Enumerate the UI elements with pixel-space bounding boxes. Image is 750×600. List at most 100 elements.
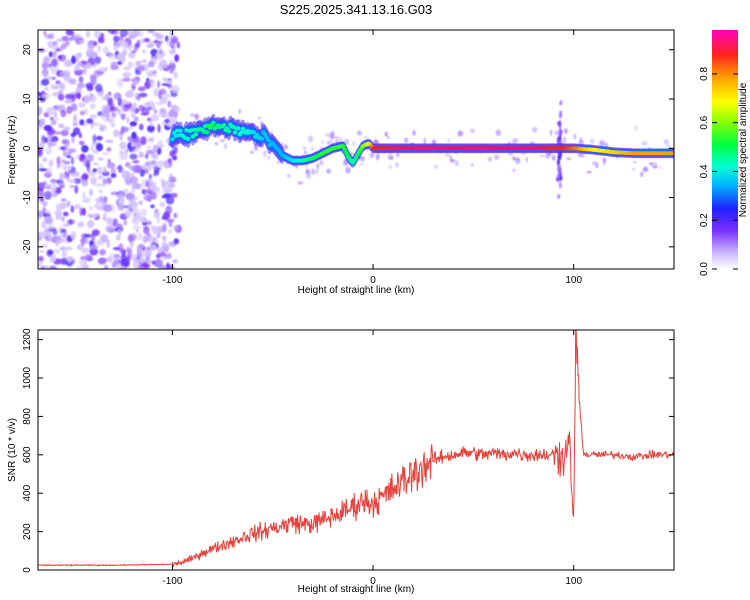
spectrogram-noise-blob	[63, 202, 67, 208]
spectrogram-noise-blob	[42, 157, 48, 162]
spectrogram-noise-blob	[121, 265, 126, 269]
spectrogram-noise-blob	[566, 157, 572, 160]
spectrogram-noise-blob	[457, 130, 464, 137]
spectrogram-noise-blob	[54, 131, 62, 135]
spectrogram-noise-blob	[599, 140, 605, 147]
spectrogram-noise-blob	[75, 92, 81, 99]
spectrogram-noise-blob	[92, 168, 98, 173]
spectrogram-noise-blob	[130, 186, 136, 196]
spectrogram-noise-blob	[90, 144, 95, 153]
spectrogram-noise-blob	[147, 125, 155, 133]
spectrogram-noise-blob	[81, 247, 90, 254]
spectrogram-noise-blob	[396, 152, 400, 158]
spectrogram-noise-blob	[96, 135, 103, 141]
spectrogram-noise-blob	[558, 167, 562, 174]
spectrogram-noise-blob	[550, 129, 552, 136]
spectrogram-noise-blob	[122, 188, 129, 193]
spectrogram-noise-blob	[85, 254, 93, 262]
spectrogram-noise-blob	[663, 139, 669, 145]
spectrogram-noise-blob	[263, 150, 267, 158]
spectrogram-ridge-core	[190, 134, 195, 139]
spectrogram-noise-blob	[138, 200, 143, 206]
spectrogram-noise-blob	[83, 108, 89, 115]
spectrogram-noise-blob	[121, 102, 125, 111]
spectrogram-noise-blob	[139, 257, 146, 264]
spectrogram-noise-blob	[157, 80, 161, 88]
spectrogram-noise-blob	[124, 209, 132, 218]
spectrogram-noise-blob	[43, 30, 47, 36]
spectrogram-noise-blob	[118, 249, 127, 254]
spectrogram-noise-blob	[39, 141, 45, 149]
spectrogram-noise-blob	[40, 197, 45, 202]
spectrogram-noise-blob	[329, 131, 335, 138]
spectrogram-noise-blob	[71, 136, 75, 144]
spectrogram-noise-blob	[106, 177, 112, 185]
spectrogram-noise-blob	[140, 208, 148, 216]
spectrogram-noise-blob	[297, 181, 304, 185]
spectrogram-noise-blob	[110, 64, 119, 71]
spectrogram-noise-blob	[98, 175, 104, 180]
spectrogram-noise-blob	[133, 116, 139, 122]
spectrogram-noise-blob	[60, 198, 67, 202]
spectrogram-noise-blob	[173, 212, 178, 219]
spectrogram-noise-blob	[55, 242, 59, 247]
spectrogram-noise-blob	[42, 206, 47, 215]
spectrogram-noise-blob	[60, 257, 69, 265]
spectrogram-noise-blob	[81, 241, 85, 247]
spectrogram-noise-blob	[61, 35, 69, 42]
spectrogram-noise-blob	[85, 160, 91, 168]
spectrogram-ridge-core	[254, 132, 260, 137]
spectrogram-noise-blob	[139, 38, 146, 44]
spectrogram-frame	[37, 29, 675, 270]
spectrogram-noise-blob	[136, 39, 141, 45]
spectrogram-noise-blob	[161, 235, 167, 240]
spectrogram-noise-blob	[162, 222, 167, 232]
spectrogram-noise-blob	[147, 235, 155, 244]
spectrogram-noise-blob	[109, 105, 115, 112]
spectrogram-noise-blob	[152, 173, 157, 177]
spectrogram-noise-blob	[117, 228, 122, 235]
snr-x-label: Height of straight line (km)	[298, 584, 415, 595]
spectrogram-noise-blob	[97, 36, 105, 44]
snr-y-axis: 0 200 400 600 800 1000 1200	[22, 328, 674, 573]
spectrogram-noise-blob	[145, 149, 155, 155]
spectrogram-noise-blob	[130, 50, 137, 54]
spectrogram-noise-blob	[68, 78, 77, 85]
spectrogram-noise-blob	[119, 141, 127, 150]
spectrogram-noise-blob	[79, 207, 83, 217]
spectrogram-ridge-core	[221, 123, 227, 128]
spectrogram-noise-blob	[62, 223, 71, 227]
snr-x-tick-label: 0	[370, 576, 376, 587]
snr-y-tick-label: 800	[22, 408, 33, 425]
spectrogram-noise-blob	[140, 218, 149, 223]
spectrogram-noise-blob	[189, 113, 195, 117]
spectrogram-noise-blob	[123, 103, 133, 109]
spectrogram-noise-blob	[149, 118, 154, 127]
spectrogram-ridge-core	[176, 133, 181, 138]
snr-series-line	[38, 330, 674, 568]
spectrogram-noise-blob	[49, 182, 57, 192]
spectrogram-noise-blob	[142, 49, 146, 54]
spectrogram-noise-blob	[154, 109, 157, 114]
spectrogram-noise-blob	[89, 114, 98, 119]
spectrogram-noise-blob	[514, 139, 519, 142]
spectrogram-noise-blob	[92, 40, 98, 47]
spectrogram-noise-blob	[50, 116, 54, 120]
spectrogram-noise-blob	[48, 159, 54, 167]
spectrogram-noise-blob	[38, 106, 43, 115]
spectrogram-noise-blob	[124, 90, 134, 98]
spectrogram-noise-blob	[559, 129, 563, 135]
spectrogram-noise-blob	[558, 113, 562, 119]
spectrogram-noise-blob	[102, 212, 108, 218]
spectrogram-noise-blob	[156, 40, 161, 49]
spectrogram-noise-blob	[55, 203, 63, 212]
spectrogram-ridge-core	[204, 130, 210, 135]
spectrogram-noise-blob	[102, 152, 109, 156]
spectrogram-noise-blob	[151, 104, 156, 111]
spectrogram-noise-blob	[92, 162, 100, 166]
spectrogram-noise-blob	[158, 112, 164, 116]
spectrogram-noise-blob	[85, 49, 93, 58]
spectrogram-noise-blob	[38, 182, 45, 191]
spectrogram-noise-blob	[132, 225, 141, 231]
